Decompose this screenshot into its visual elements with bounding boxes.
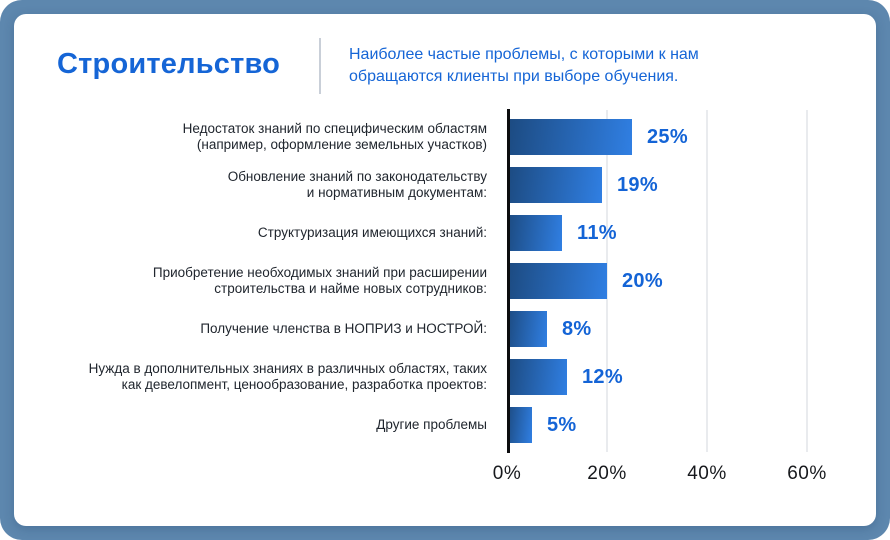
bar-area: 11% bbox=[507, 215, 876, 251]
x-tick-label: 60% bbox=[787, 463, 827, 484]
value-label: 25% bbox=[647, 125, 688, 148]
bar-area: 25% bbox=[507, 119, 876, 155]
chart-rows: Недостаток знаний по специфическим облас… bbox=[14, 109, 876, 453]
row-label: Структуризация имеющихся знаний: bbox=[257, 225, 487, 241]
chart-row: Обновление знаний по законодательству и … bbox=[14, 161, 876, 209]
bar-area: 19% bbox=[507, 167, 876, 203]
value-label: 19% bbox=[617, 173, 658, 196]
row-label: Приобретение необходимых знаний при расш… bbox=[152, 265, 487, 296]
value-label: 8% bbox=[562, 317, 592, 340]
chart-row: Приобретение необходимых знаний при расш… bbox=[14, 257, 876, 305]
value-label: 11% bbox=[577, 221, 617, 244]
row-label: Другие проблемы bbox=[376, 417, 487, 433]
chart-row: Недостаток знаний по специфическим облас… bbox=[14, 113, 876, 161]
bar-chart: Недостаток знаний по специфическим облас… bbox=[14, 109, 876, 493]
chart-row: Другие проблемы 5% bbox=[14, 401, 876, 449]
bar bbox=[507, 407, 532, 443]
bar-area: 8% bbox=[507, 311, 876, 347]
row-label: Недостаток знаний по специфическим облас… bbox=[182, 121, 487, 152]
bar-area: 20% bbox=[507, 263, 876, 299]
x-tick-label: 0% bbox=[492, 463, 522, 484]
value-label: 5% bbox=[547, 413, 577, 436]
x-axis: 0% 20% 40% 60% bbox=[14, 459, 876, 493]
bar-area: 5% bbox=[507, 407, 876, 443]
y-axis-line bbox=[507, 109, 510, 453]
bar bbox=[507, 119, 632, 155]
chart-card: Строительство Наиболее частые проблемы, … bbox=[14, 14, 876, 526]
value-label: 12% bbox=[582, 365, 623, 388]
bar bbox=[507, 359, 567, 395]
x-tick-label: 40% bbox=[687, 463, 727, 484]
bar bbox=[507, 263, 607, 299]
chart-row: Нужда в дополнительных знаниях в различн… bbox=[14, 353, 876, 401]
gridline-20 bbox=[606, 110, 608, 452]
value-label: 20% bbox=[622, 269, 663, 292]
row-label: Нужда в дополнительных знаниях в различн… bbox=[88, 361, 487, 392]
chart-row: Получение членства в НОПРИЗ и НОСТРОЙ: 8% bbox=[14, 305, 876, 353]
header-divider bbox=[319, 38, 321, 94]
row-label: Получение членства в НОПРИЗ и НОСТРОЙ: bbox=[200, 321, 487, 337]
bar bbox=[507, 311, 547, 347]
gridline-60 bbox=[806, 110, 808, 452]
bar bbox=[507, 215, 562, 251]
x-tick-label: 20% bbox=[587, 463, 627, 484]
bar-area: 12% bbox=[507, 359, 876, 395]
gridline-40 bbox=[706, 110, 708, 452]
header: Строительство Наиболее частые проблемы, … bbox=[14, 14, 876, 94]
chart-subtitle: Наиболее частые проблемы, с которыми к н… bbox=[349, 46, 699, 85]
bar bbox=[507, 167, 602, 203]
chart-row: Структуризация имеющихся знаний: 11% bbox=[14, 209, 876, 257]
row-label: Обновление знаний по законодательству и … bbox=[227, 169, 487, 200]
chart-title: Строительство bbox=[57, 48, 281, 80]
